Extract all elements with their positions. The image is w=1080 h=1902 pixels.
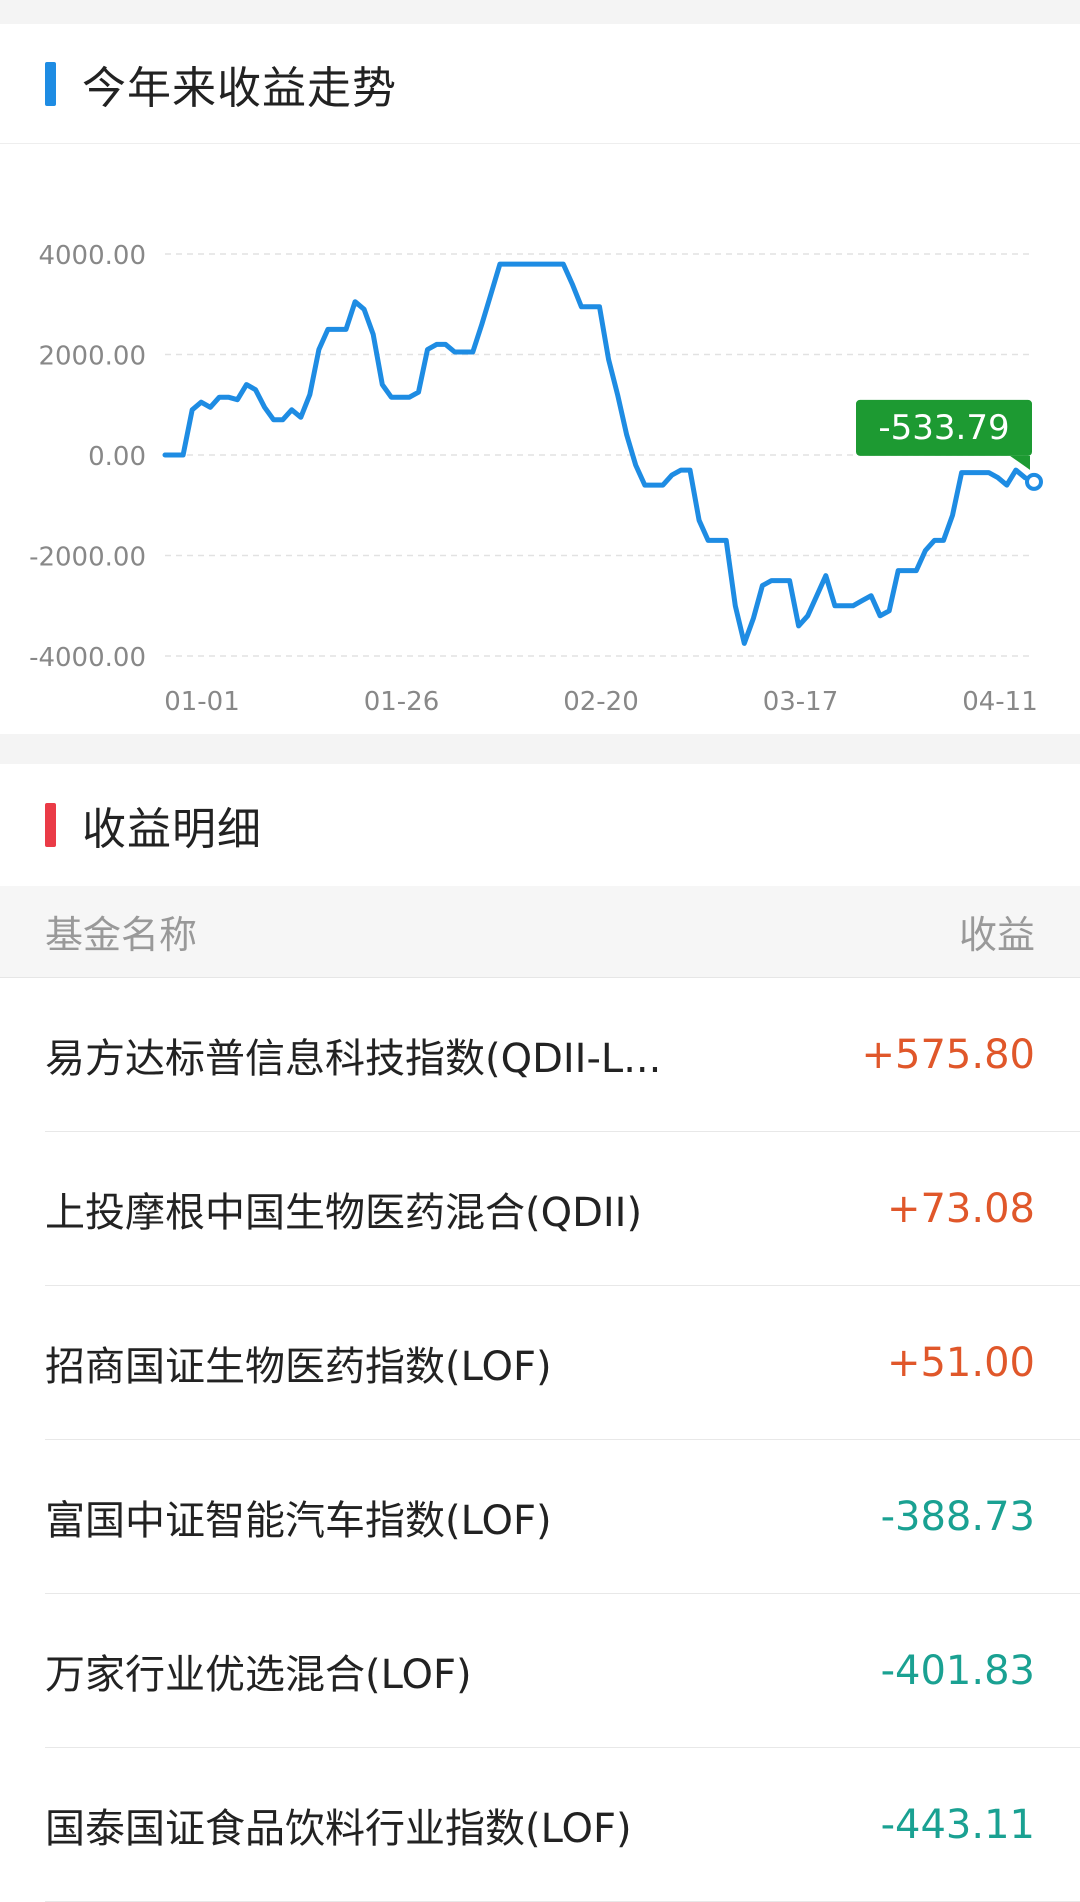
badge-pointer — [1010, 455, 1030, 470]
fund-row[interactable]: 易方达标普信息科技指数(QDII-L... +575.80 — [45, 978, 1080, 1132]
fund-row[interactable]: 富国中证智能汽车指数(LOF) -388.73 — [45, 1440, 1080, 1594]
x-tick-label: 01-26 — [364, 687, 440, 717]
profit-line — [162, 261, 1037, 646]
detail-header: 收益明细 — [0, 764, 1080, 886]
fund-row[interactable]: 上投摩根中国生物医药混合(QDII) +73.08 — [45, 1132, 1080, 1286]
y-tick-label: 0.00 — [88, 442, 146, 472]
fund-list: 易方达标普信息科技指数(QDII-L... +575.80 上投摩根中国生物医药混合… — [0, 978, 1080, 1902]
fund-row[interactable]: 万家行业优选混合(LOF) -401.83 — [45, 1594, 1080, 1748]
fund-name: 招商国证生物医药指数(LOF) — [45, 1343, 552, 1390]
section-gap — [0, 734, 1080, 764]
x-tick-label: 04-11 — [962, 687, 1038, 717]
x-tick-label: 02-20 — [563, 687, 639, 717]
fund-name: 万家行业优选混合(LOF) — [45, 1651, 472, 1698]
trend-title: 今年来收益走势 — [82, 62, 397, 114]
x-tick-label: 01-01 — [164, 687, 240, 717]
last-value-badge — [856, 399, 1032, 456]
fund-name: 国泰国证食品饮料行业指数(LOF) — [45, 1805, 632, 1852]
trend-header: 今年来收益走势 — [0, 24, 1080, 144]
x-tick-label: 03-17 — [763, 687, 839, 717]
y-tick-label: 4000.00 — [38, 241, 146, 271]
trend-chart[interactable]: 4000.00 2000.00 0.00 -2000.00 -4000.00 01-01 0… — [0, 144, 1080, 734]
y-tick-label: 2000.00 — [38, 342, 146, 372]
table-header: 基金名称 收益 — [0, 886, 1080, 978]
fund-profit: +73.08 — [886, 1185, 1035, 1232]
section-marker — [45, 803, 56, 847]
fund-profit: -388.73 — [880, 1493, 1035, 1540]
fund-name: 上投摩根中国生物医药混合(QDII) — [45, 1189, 643, 1236]
column-profit: 收益 — [958, 913, 1035, 957]
fund-profit: +575.80 — [861, 1031, 1035, 1078]
detail-title: 收益明细 — [82, 804, 262, 855]
fund-profit: -401.83 — [880, 1647, 1035, 1694]
fund-name: 富国中证智能汽车指数(LOF) — [45, 1497, 552, 1544]
column-fund-name: 基金名称 — [45, 913, 198, 957]
last-value-label: -533.79 — [878, 408, 1009, 448]
fund-row[interactable]: 国泰国证食品饮料行业指数(LOF) -443.11 — [45, 1748, 1080, 1902]
top-spacer — [0, 0, 1080, 24]
trend-chart-svg: 4000.00 2000.00 0.00 -2000.00 -4000.00 01-01 0… — [29, 241, 1043, 717]
section-marker — [45, 61, 56, 106]
y-tick-label: -2000.00 — [29, 543, 146, 573]
fund-profit: +51.00 — [886, 1339, 1035, 1386]
trend-card: 今年来收益走势 4000.00 2000.00 0.00 -2000.00 -4000.… — [0, 24, 1080, 734]
fund-row[interactable]: 招商国证生物医药指数(LOF) +51.00 — [45, 1286, 1080, 1440]
y-tick-label: -4000.00 — [29, 643, 146, 673]
fund-profit: -443.11 — [880, 1801, 1035, 1848]
detail-card: 收益明细 基金名称 收益 易方达标普信息科技指数(QDII-L... +575.8… — [0, 764, 1080, 1902]
fund-name: 易方达标普信息科技指数(QDII-L... — [45, 1035, 662, 1082]
last-point — [1025, 472, 1043, 491]
